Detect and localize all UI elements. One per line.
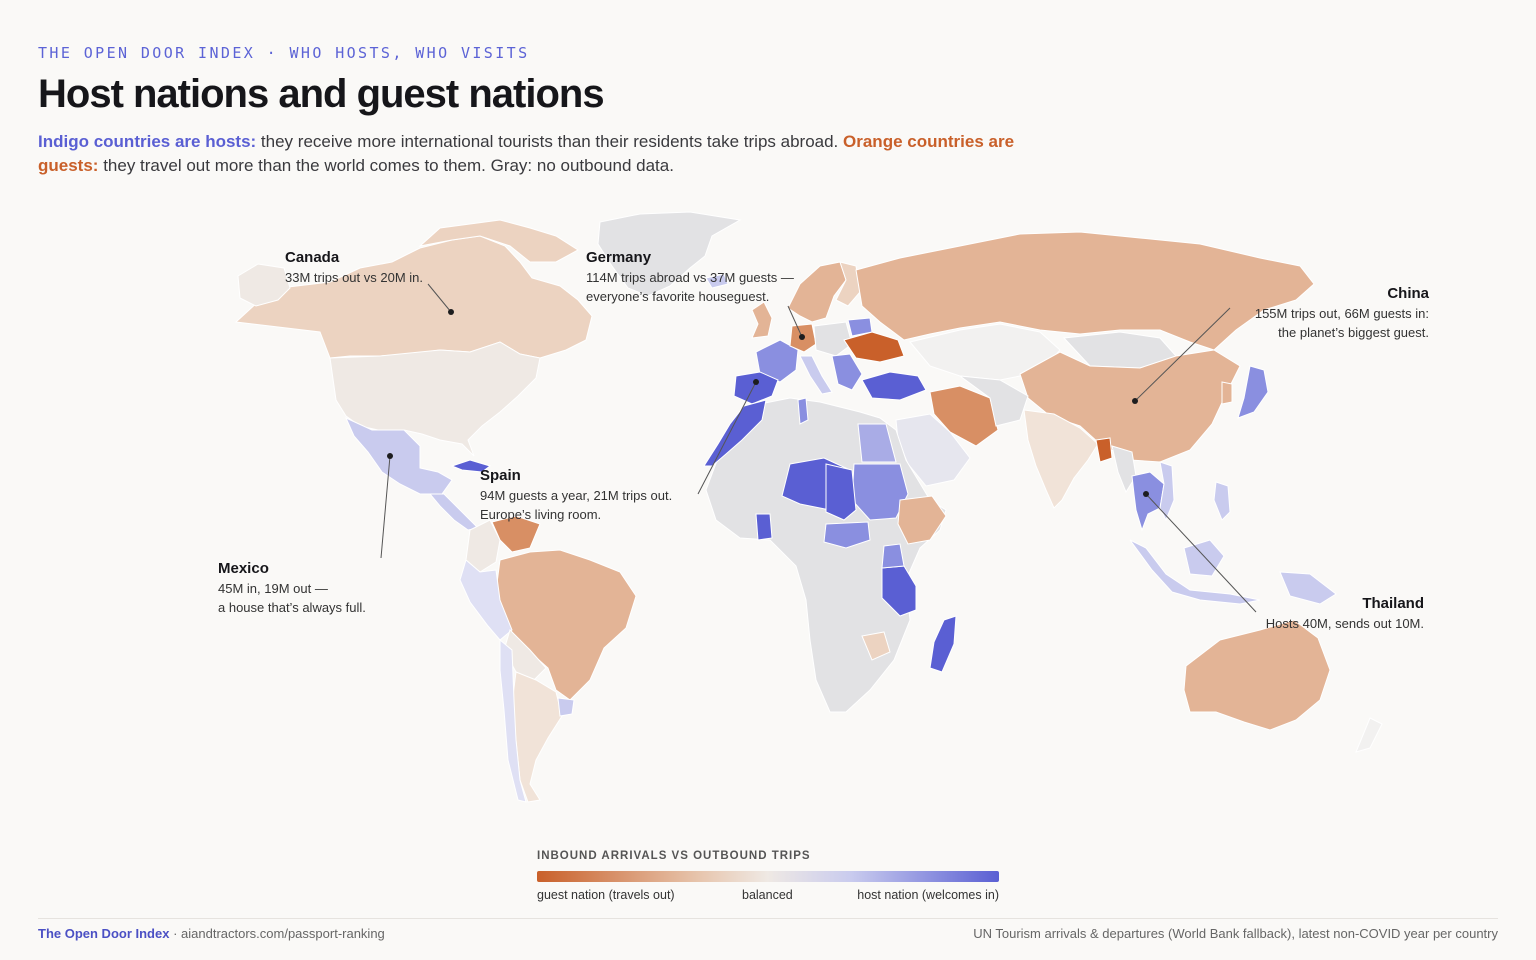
country-vietnam[interactable] (1159, 461, 1175, 522)
annotation-thailand-text: Hosts 40M, sends out 10M. (1265, 616, 1424, 631)
subtitle-guest-rest: they travel out more than the world come… (98, 156, 674, 175)
country-canada-islands[interactable] (418, 219, 579, 263)
legend-gradient-bar (537, 871, 999, 882)
country-morocco[interactable] (703, 399, 767, 467)
country-russia[interactable] (855, 231, 1315, 351)
annotation-mexico-text1: 45M in, 19M out — (218, 581, 328, 596)
country-finland[interactable] (835, 261, 861, 307)
annotation-thailand-name: Thailand (1362, 595, 1424, 612)
country-ethiopia[interactable] (897, 495, 947, 545)
legend: INBOUND ARRIVALS vs OUTBOUND TRIPS guest… (537, 850, 999, 908)
annotation-china-text1: 155M trips out, 66M guests in: (1254, 306, 1429, 321)
country-iceland[interactable] (705, 273, 729, 289)
footer-source: UN Tourism arrivals & departures (World … (973, 926, 1498, 941)
country-central-america[interactable] (428, 493, 480, 531)
country-tunisia[interactable] (797, 397, 809, 425)
subtitle-host-rest: they receive more international tourists… (256, 132, 844, 151)
country-central-asia[interactable] (958, 375, 1029, 427)
country-thailand[interactable] (1131, 471, 1165, 532)
country-korea[interactable] (1221, 381, 1233, 405)
country-mexico[interactable] (345, 416, 453, 495)
annotation-mexico: Mexico 45M in, 19M out — a house that’s … (218, 559, 366, 617)
country-new-zealand[interactable] (1355, 717, 1383, 753)
country-indonesia[interactable] (1129, 539, 1261, 605)
country-australia[interactable] (1183, 619, 1331, 731)
country-belarus[interactable] (847, 317, 873, 337)
country-myanmar[interactable] (1111, 445, 1137, 494)
annotation-spain-text2: Europe’s living room. (480, 507, 602, 522)
annotation-canada: Canada 33M trips out vs 20M in. (285, 248, 423, 287)
country-greenland[interactable] (597, 211, 742, 297)
legend-label-host: host nation (welcomes in) (857, 888, 999, 902)
annotation-leaders (380, 283, 1257, 613)
country-india[interactable] (1023, 409, 1099, 509)
country-kenya[interactable] (881, 543, 905, 569)
country-cuba[interactable] (450, 459, 492, 473)
annotation-canada-text: 33M trips out vs 20M in. (285, 270, 423, 285)
annotation-spain-name: Spain (480, 467, 521, 484)
country-chile[interactable] (499, 638, 527, 803)
country-usa-alaska[interactable] (237, 263, 291, 307)
annotation-germany-name: Germany (586, 249, 652, 266)
legend-labels: guest nation (travels out) balanced host… (537, 888, 999, 908)
country-turkey[interactable] (861, 371, 927, 401)
country-uk[interactable] (751, 301, 773, 339)
page-title: Host nations and guest nations (38, 72, 605, 116)
annotation-china-name: China (1387, 285, 1429, 302)
country-chad[interactable] (825, 463, 857, 521)
annotation-germany: Germany 114M trips abroad vs 37M guests … (586, 248, 794, 306)
annotation-thailand: Thailand Hosts 40M, sends out 10M. (1224, 594, 1424, 633)
subtitle: Indigo countries are hosts: they receive… (38, 130, 1078, 178)
subtitle-guest-lead: Orange countries are guests: (38, 132, 1015, 175)
country-balkans[interactable] (831, 353, 863, 391)
legend-label-balanced: balanced (742, 888, 793, 902)
annotation-mexico-text2: a house that’s always full. (218, 600, 366, 615)
annotation-spain-text1: 94M guests a year, 21M trips out. (480, 488, 673, 503)
footer-brand[interactable]: The Open Door Index (38, 926, 170, 941)
country-ukraine[interactable] (843, 331, 905, 363)
legend-title: INBOUND ARRIVALS vs OUTBOUND TRIPS (537, 850, 811, 862)
country-bangladesh[interactable] (1095, 437, 1113, 463)
country-philippines[interactable] (1213, 481, 1231, 521)
footer-site[interactable]: · aiandtractors.com/passport-ranking (169, 926, 385, 941)
annotation-germany-text1: 114M trips abroad vs 37M guests — (586, 270, 794, 285)
annotation-germany-text2: everyone’s favorite houseguest. (586, 289, 770, 304)
country-egypt[interactable] (857, 423, 897, 463)
country-usa[interactable] (329, 341, 541, 457)
kicker: THE OPEN DOOR INDEX · WHO HOSTS, WHO VIS… (38, 44, 530, 62)
country-venezuela[interactable] (491, 515, 541, 553)
country-uruguay[interactable] (557, 697, 575, 717)
country-peru[interactable] (459, 559, 513, 641)
country-italy[interactable] (799, 355, 833, 395)
country-madagascar[interactable] (929, 615, 957, 673)
country-ghana[interactable] (755, 513, 773, 541)
annotation-china: China 155M trips out, 66M guests in: the… (1200, 284, 1429, 342)
country-png[interactable] (1279, 571, 1337, 605)
subtitle-host-lead: Indigo countries are hosts: (38, 132, 257, 151)
annotation-canada-name: Canada (285, 249, 340, 266)
footer-credit: The Open Door Index · aiandtractors.com/… (38, 926, 385, 941)
country-scandinavia[interactable] (787, 261, 847, 323)
annotation-mexico-name: Mexico (218, 560, 269, 577)
country-spain[interactable] (733, 371, 779, 405)
footer-divider (38, 918, 1498, 919)
legend-label-guest: guest nation (travels out) (537, 888, 675, 902)
annotation-dots (387, 309, 1149, 497)
annotation-spain: Spain 94M guests a year, 21M trips out. … (480, 466, 672, 524)
country-iran[interactable] (929, 385, 999, 447)
country-japan[interactable] (1237, 365, 1269, 419)
annotation-china-text2: the planet’s biggest guest. (1278, 325, 1429, 340)
country-zimbabwe[interactable] (861, 631, 891, 661)
country-central-africa[interactable] (823, 521, 871, 549)
country-central-europe[interactable] (813, 321, 853, 357)
